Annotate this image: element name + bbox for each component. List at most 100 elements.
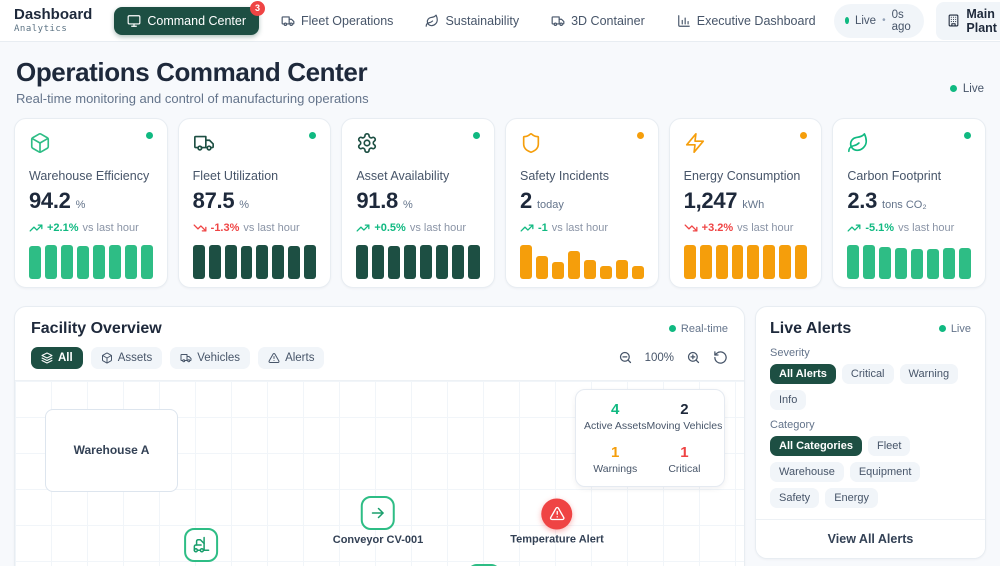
arrow-right-icon <box>360 495 395 530</box>
kpi-sparkline <box>683 244 808 279</box>
spark-bar <box>535 256 548 279</box>
kpi-unit: % <box>75 198 86 211</box>
plant-name: Main Plant <box>966 6 997 35</box>
forklift-icon <box>183 527 218 562</box>
truck-icon <box>180 352 192 364</box>
filter-assets-button[interactable]: Assets <box>90 346 163 369</box>
kpi-sparkline <box>192 244 317 279</box>
spark-bar <box>520 244 532 279</box>
category-equipment[interactable]: Equipment <box>849 461 921 482</box>
severity-critical[interactable]: Critical <box>841 363 894 384</box>
filter-vehicles-button[interactable]: Vehicles <box>170 346 251 369</box>
trend-value: -1 <box>538 221 548 234</box>
category-fleet[interactable]: Fleet <box>867 435 911 456</box>
category-energy[interactable]: Energy <box>825 487 879 508</box>
realtime-label: Real-time <box>680 322 728 335</box>
live-label: Live <box>962 82 984 95</box>
monitor-icon <box>127 14 141 28</box>
view-all-alerts-button[interactable]: View All Alerts <box>756 518 985 558</box>
severity-warning[interactable]: Warning <box>899 363 959 384</box>
alerts-live-indicator: Live <box>938 323 971 335</box>
spark-bar <box>60 245 73 279</box>
page-header: Operations Command Center Real-time moni… <box>0 42 1000 116</box>
tab-sustainability[interactable]: Sustainability <box>415 8 529 34</box>
zone-warehouse-a[interactable]: Warehouse A <box>45 408 178 492</box>
severity-info[interactable]: Info <box>770 389 807 410</box>
kpi-row: Warehouse Efficiency 94.2% +2.1% vs last… <box>0 116 1000 288</box>
marker-temperature-alert[interactable]: Temperature Alert <box>510 498 604 545</box>
truck-icon <box>193 132 215 154</box>
kpi-label: Asset Availability <box>356 168 450 183</box>
stat-active-assets: 4 Active Assets <box>584 401 646 432</box>
severity-all-alerts[interactable]: All Alerts <box>770 363 836 384</box>
page-subtitle: Real-time monitoring and control of manu… <box>16 90 369 106</box>
status-dot <box>309 131 317 139</box>
filter-all-button[interactable]: All <box>31 346 83 369</box>
kpi-card-asset-availability[interactable]: Asset Availability 91.8% +0.5% vs last h… <box>341 117 495 288</box>
trending-down-icon <box>193 221 207 235</box>
leaf-icon <box>425 14 439 28</box>
stat-moving-vehicles: 2 Moving Vehicles <box>646 401 722 432</box>
tab-3d-container[interactable]: 3D Container <box>541 8 655 34</box>
truck-icon <box>281 14 295 28</box>
category-warehouse[interactable]: Warehouse <box>770 461 844 482</box>
live-dot <box>844 17 849 24</box>
spark-bar <box>140 245 153 279</box>
app-title: Dashboard <box>14 6 93 24</box>
stat-critical: 1 Critical <box>646 444 722 475</box>
tab-executive-dashboard[interactable]: Executive Dashboard <box>667 8 826 34</box>
spark-bar <box>615 260 628 279</box>
tab-label: Fleet Operations <box>301 13 394 28</box>
facility-overview-panel: Facility Overview Real-time All Assets V… <box>14 305 745 566</box>
spark-bar <box>304 244 317 279</box>
spark-bar <box>420 245 433 279</box>
kpi-card-safety-incidents[interactable]: Safety Incidents 2 today -1 vs last hour <box>505 117 659 288</box>
spark-bar <box>372 244 385 279</box>
live-label: Live <box>854 14 877 27</box>
zoom-out-button[interactable] <box>618 350 633 365</box>
top-nav: Dashboard Analytics Command Center 3 Fle… <box>0 0 1000 42</box>
tab-label: Command Center <box>147 13 247 28</box>
stat-label: Critical <box>668 462 701 475</box>
kpi-card-warehouse-efficiency[interactable]: Warehouse Efficiency 94.2% +2.1% vs last… <box>14 117 168 288</box>
status-dot <box>964 131 971 139</box>
kpi-card-fleet-utilization[interactable]: Fleet Utilization 87.5% -1.3% vs last ho… <box>177 117 332 288</box>
trend-value: -5.1% <box>865 221 895 234</box>
trending-up-icon <box>29 221 43 235</box>
spark-bar <box>747 244 760 279</box>
category-all-categories[interactable]: All Categories <box>770 435 862 456</box>
spark-bar <box>567 251 580 279</box>
trend-note: vs last hour <box>409 221 467 234</box>
kpi-value: 1,247 <box>683 187 738 213</box>
spark-bar <box>468 244 480 279</box>
filter-label: Alerts <box>285 351 315 364</box>
stat-value: 2 <box>680 400 689 418</box>
reset-view-button[interactable] <box>713 350 728 365</box>
marker-forklift-fl-001[interactable]: Forklift FL-001 <box>163 527 239 566</box>
live-status-pill: Live • 0s ago <box>833 3 925 38</box>
zap-icon <box>684 132 706 154</box>
spark-bar <box>863 244 876 279</box>
marker-asset-partial[interactable] <box>467 563 501 566</box>
spark-bar <box>208 245 221 279</box>
spark-bar <box>29 245 41 279</box>
tab-command-center[interactable]: Command Center 3 <box>114 0 266 35</box>
marker-conveyor-cv-001[interactable]: Conveyor CV-001 <box>333 495 423 546</box>
filter-alerts-button[interactable]: Alerts <box>258 346 325 369</box>
map-stats-overlay: 4 Active Assets 2 Moving Vehicles 1 Warn… <box>575 388 725 487</box>
plant-selector[interactable]: Main Plant <box>936 1 1000 40</box>
spark-bar <box>272 245 285 279</box>
zoom-in-button[interactable] <box>686 350 701 365</box>
leaf-icon <box>847 132 869 154</box>
kpi-card-energy-consumption[interactable]: Energy Consumption 1,247 kWh +3.2% vs las… <box>668 117 823 288</box>
kpi-card-carbon-footprint[interactable]: Carbon Footprint 2.3 tons CO₂ -5.1% vs la… <box>832 117 986 288</box>
kpi-label: Energy Consumption <box>683 168 801 183</box>
live-dot <box>949 85 957 93</box>
kpi-label: Safety Incidents <box>520 168 609 183</box>
category-safety[interactable]: Safety <box>770 487 820 508</box>
tab-fleet-operations[interactable]: Fleet Operations <box>271 8 403 34</box>
spark-bar <box>879 246 892 279</box>
severity-filter-group: All Alerts Critical Warning Info <box>770 363 971 410</box>
kpi-label: Warehouse Efficiency <box>29 168 150 183</box>
facility-map[interactable]: Warehouse A 4 Active Assets 2 Moving Veh… <box>15 379 744 566</box>
